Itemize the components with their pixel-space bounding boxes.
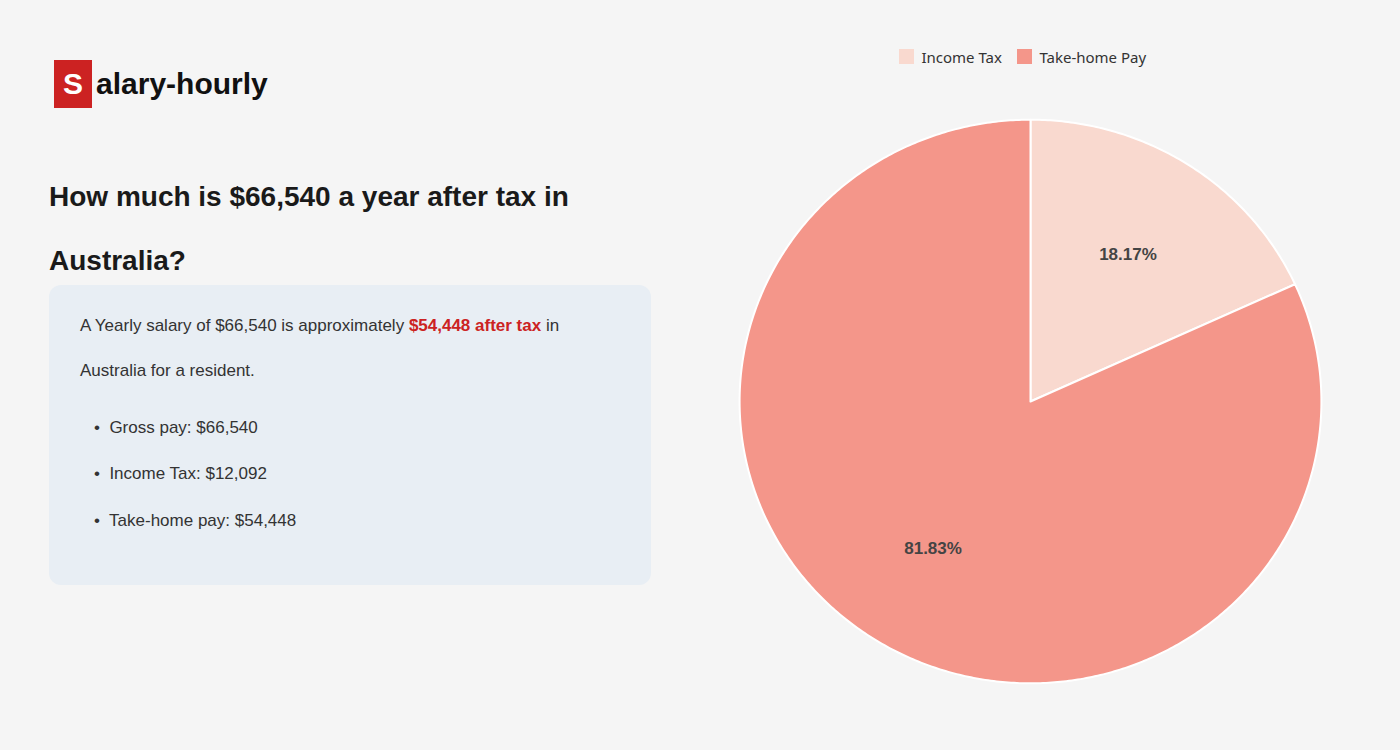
html-text:• Income Tax: $12,092: • Income Tax: $12,092 [94, 464, 267, 483]
svg-text:81.83%: 81.83% [904, 538, 962, 557]
html-text:Australia?: Australia? [49, 245, 186, 276]
svg-text:18.17%: 18.17% [1099, 244, 1157, 263]
html-text:Take-home Pay: Take-home Pay [1039, 46, 1147, 67]
html-text:Income Tax: Income Tax [921, 46, 1002, 67]
html-text:A Yearly salary of $66,540 is: A Yearly salary of $66,540 is approximat… [80, 316, 560, 335]
html-text:• Take-home pay: $54,448: • Take-home pay: $54,448 [94, 511, 297, 530]
html-text:alary-hourly: alary-hourly [96, 67, 268, 100]
html-text:• Gross pay: $66,540: • Gross pay: $66,540 [94, 418, 258, 437]
html-text:How much is $66,540 a year aft: How much is $66,540 a year after tax in [49, 181, 569, 212]
html-text:Australia for a resident.: Australia for a resident. [80, 361, 255, 380]
html-text:S: S [63, 67, 83, 100]
